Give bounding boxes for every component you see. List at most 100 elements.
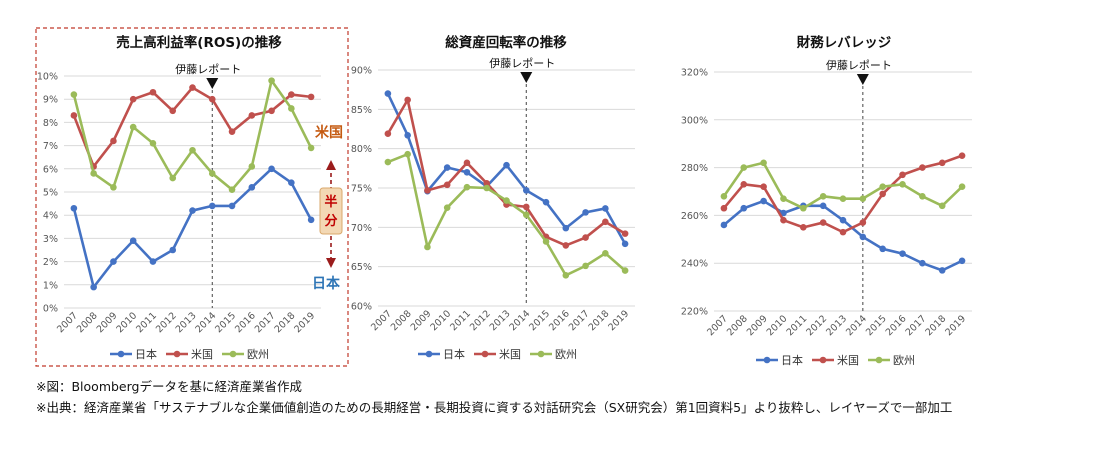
annotation-label: 伊藤レポート <box>489 57 555 70</box>
series-line-europe <box>72 79 313 191</box>
data-point-europe <box>288 105 295 112</box>
data-point-europe <box>720 192 728 200</box>
y-tick-label: 80% <box>351 144 372 155</box>
data-point-europe <box>938 202 946 210</box>
half-badge-char-1: 半 <box>324 194 337 210</box>
x-tick-label: 2011 <box>785 313 810 338</box>
x-tick-label: 2008 <box>389 308 414 333</box>
data-point-europe <box>129 123 137 131</box>
data-point-japan <box>582 209 589 216</box>
data-point-us <box>740 181 748 188</box>
x-tick-label: 2018 <box>923 313 948 338</box>
data-point-europe <box>919 192 926 200</box>
data-point-japan <box>839 216 847 224</box>
data-point-japan <box>958 257 966 265</box>
legend-marker-japan <box>117 350 125 358</box>
data-point-japan <box>562 224 570 232</box>
data-point-japan <box>938 267 946 274</box>
data-point-japan <box>760 197 767 205</box>
data-point-us <box>839 228 847 236</box>
data-point-japan <box>169 246 177 254</box>
x-tick-label: 2016 <box>547 308 572 333</box>
y-tick-label: 220% <box>681 307 708 318</box>
data-point-europe <box>404 150 411 158</box>
data-point-japan <box>780 209 787 217</box>
data-point-japan <box>189 207 196 214</box>
data-point-us <box>720 204 728 212</box>
data-point-japan <box>522 187 530 194</box>
y-tick-label: 2% <box>43 257 58 268</box>
y-tick-label: 6% <box>43 164 58 175</box>
x-tick-label: 2015 <box>213 310 238 335</box>
x-tick-label: 2010 <box>114 310 139 335</box>
data-point-europe <box>958 183 966 191</box>
x-tick-label: 2011 <box>448 308 473 333</box>
data-point-europe <box>602 249 609 257</box>
legend-marker-europe <box>537 350 545 358</box>
data-point-us <box>404 96 411 104</box>
x-tick-label: 2007 <box>55 310 80 335</box>
data-point-japan <box>443 164 451 171</box>
data-point-us <box>819 219 827 226</box>
series-line-japan <box>72 167 313 289</box>
data-point-us <box>248 112 256 119</box>
data-point-europe <box>879 183 886 191</box>
x-tick-label: 2014 <box>194 310 219 335</box>
data-point-europe <box>248 163 256 170</box>
annotation-label: 伊藤レポート <box>826 59 892 72</box>
x-tick-label: 2019 <box>943 313 968 338</box>
data-point-japan <box>859 233 867 241</box>
data-point-japan <box>404 131 411 139</box>
legend-marker-europe <box>875 356 883 364</box>
data-point-us <box>859 219 867 226</box>
data-point-japan <box>129 237 137 245</box>
x-tick-label: 2018 <box>587 308 612 333</box>
data-point-japan <box>307 216 315 224</box>
x-tick-label: 2014 <box>844 313 869 338</box>
series-line-japan <box>723 199 963 272</box>
half-badge <box>319 187 343 235</box>
data-point-europe <box>228 186 236 193</box>
x-tick-label: 2009 <box>745 313 770 338</box>
x-tick-label: 2017 <box>567 308 592 333</box>
y-tick-label: 8% <box>43 118 58 129</box>
data-point-japan <box>919 259 926 267</box>
charts-stage: 売上高利益率(ROS)の推移 0% 1% 2% 3% 4% 5% 6% 7% 8% 9% 10% 200… <box>35 27 972 367</box>
y-tick-label: 280% <box>681 163 708 174</box>
data-point-europe <box>542 238 550 245</box>
data-point-europe <box>839 195 847 202</box>
data-point-japan <box>819 202 827 210</box>
footnote-source-citation: ※出典：経済産業省「サステナブルな企業価値創造のための長期経営・長期投資に資する… <box>36 400 953 415</box>
legend-marker-us <box>481 350 489 358</box>
data-point-japan <box>90 283 97 291</box>
chart-3: 財務レバレッジ220%240%260%280%300%320%200720082… <box>681 34 972 367</box>
data-point-japan <box>248 184 256 191</box>
highlight-border <box>35 27 349 367</box>
data-point-europe <box>503 197 510 204</box>
data-point-europe <box>522 211 530 219</box>
data-point-europe <box>760 159 767 167</box>
chart-title: 財務レバレッジ <box>796 34 892 51</box>
y-tick-label: 65% <box>351 262 372 273</box>
data-point-us <box>268 107 275 115</box>
data-point-japan <box>288 179 295 187</box>
x-tick-label: 2009 <box>409 308 434 333</box>
data-point-japan <box>621 240 629 248</box>
annotation-triangle-marker <box>520 72 533 83</box>
annotation-label: 伊藤レポート <box>175 63 241 76</box>
y-tick-label: 320% <box>681 68 708 79</box>
data-point-us <box>129 95 137 103</box>
y-tick-label: 60% <box>351 302 372 313</box>
data-point-us <box>228 128 236 135</box>
x-tick-label: 2008 <box>725 313 750 338</box>
data-point-japan <box>899 250 906 257</box>
data-point-us <box>780 216 787 224</box>
legend-label-europe: 欧州 <box>893 354 915 367</box>
data-point-japan <box>503 161 510 169</box>
data-point-japan <box>720 221 728 229</box>
chart-title: 売上高利益率(ROS)の推移 <box>116 34 282 51</box>
x-tick-label: 2007 <box>369 308 394 333</box>
x-tick-label: 2019 <box>292 310 317 335</box>
data-point-europe <box>307 144 315 152</box>
half-arrow-head-up <box>326 160 336 170</box>
